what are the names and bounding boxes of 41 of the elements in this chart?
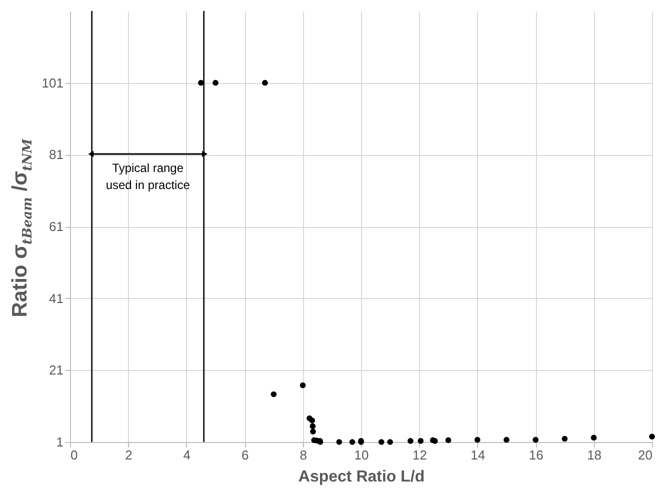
- y-tick-label: 21: [49, 362, 64, 378]
- x-tick-label: 20: [638, 448, 652, 462]
- point: [336, 439, 342, 445]
- point: [212, 80, 218, 86]
- point: [198, 80, 204, 86]
- point: [300, 382, 306, 388]
- point: [474, 436, 480, 443]
- x-axis-title: Aspect Ratio L/d: [298, 468, 425, 486]
- x-tick-label: 14: [470, 448, 486, 462]
- point: [408, 438, 414, 444]
- x-tick-label: 16: [528, 448, 544, 462]
- point: [387, 439, 394, 445]
- y-tick-label: 101: [42, 75, 64, 90]
- x-tick-label: 2: [125, 448, 132, 462]
- point: [310, 428, 316, 434]
- point: [445, 437, 452, 444]
- x-tick-label: 12: [412, 448, 427, 462]
- x-tick-label: 6: [241, 448, 249, 462]
- y-tick-label: 81: [49, 147, 64, 162]
- x-tick-label: 0: [70, 448, 78, 462]
- point: [270, 391, 277, 398]
- point: [378, 439, 384, 445]
- x-tick-label: 10: [354, 448, 369, 462]
- y-tick-label: 1: [56, 434, 64, 450]
- x-tick-label: 4: [183, 448, 191, 462]
- point: [532, 436, 539, 443]
- point: [349, 439, 356, 445]
- annotation: Typical range used in practice: [106, 161, 190, 192]
- point: [310, 423, 316, 430]
- point: [562, 436, 568, 442]
- point: [504, 436, 510, 443]
- point: [309, 418, 316, 424]
- point: [649, 434, 655, 440]
- x-tick-label: 18: [587, 448, 602, 462]
- point: [418, 438, 424, 444]
- point: [432, 438, 438, 444]
- y-tick-label: 41: [49, 290, 64, 306]
- y-tick-label: 61: [49, 219, 64, 234]
- point: [590, 434, 597, 441]
- point: [262, 80, 268, 86]
- x-tick-label: 8: [300, 448, 307, 462]
